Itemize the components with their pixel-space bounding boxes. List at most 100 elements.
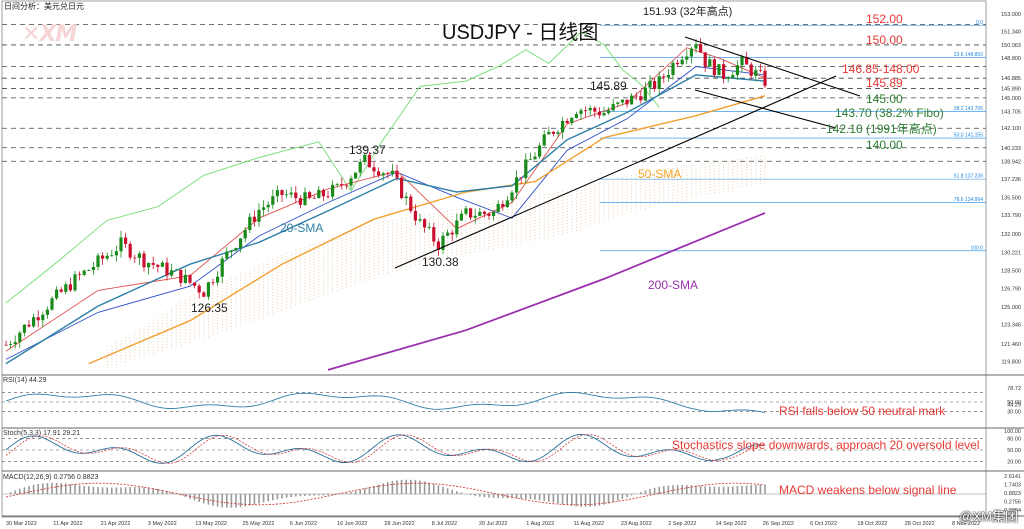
candle-body: [9, 344, 13, 345]
candle-body: [726, 77, 730, 79]
level-146-85-label: 146.85-148.00: [842, 62, 920, 76]
candle-body: [285, 194, 289, 196]
date-tick-label: 13 May 2022: [195, 521, 227, 527]
candle-body: [685, 56, 689, 60]
candle-body: [593, 107, 597, 112]
candle-body: [662, 76, 666, 78]
candle-body: [427, 227, 431, 228]
candle-body: [763, 70, 767, 86]
candle-body: [289, 192, 293, 195]
date-tick-label: 8 Nov 2022: [952, 521, 980, 527]
date-tick-label: 8 Jul 2022: [432, 521, 457, 527]
fib-label: 23.6 148.850: [954, 52, 983, 58]
xm-watermark: @XM集团: [959, 509, 1018, 524]
candle-body: [363, 154, 367, 162]
rsi-panel-label: RSI(14) 44.29: [3, 377, 47, 384]
candle-body: [124, 237, 128, 244]
candle-body: [542, 134, 546, 146]
candle-body: [275, 190, 279, 197]
candlestick-series: [4, 37, 767, 349]
price-tick-label: 130.221: [1001, 251, 1021, 257]
candle-body: [625, 99, 629, 105]
xm-logo: ✕XM: [22, 22, 77, 47]
candle-body: [556, 132, 560, 134]
chikou-span-line: [5, 31, 660, 304]
candle-body: [602, 113, 606, 116]
candle-body: [91, 266, 95, 270]
stoch-tick-label: 50.00: [1007, 448, 1021, 454]
price-axis: 153.000 151.340 150.063 148.800 146.885 145.8…: [1001, 12, 1021, 365]
price-tick-label: 137.236: [1001, 177, 1021, 183]
rsi-tick-label: 44.29: [1007, 403, 1021, 409]
date-tick-label: 6 Oct 2022: [810, 521, 837, 527]
price-tick-label: 121.460: [1001, 342, 1021, 348]
candle-body: [59, 289, 63, 292]
candle-body: [82, 270, 86, 275]
macd-tick-label: -0.2994: [1002, 508, 1021, 514]
candle-body: [225, 251, 229, 259]
candle-body: [377, 171, 381, 176]
rsi-tick-label: 78.72: [1007, 386, 1021, 392]
price-tick-label: 146.885: [1001, 76, 1021, 82]
date-tick-label: 6 Jun 2022: [290, 521, 317, 527]
candle-body: [735, 65, 739, 76]
candle-body: [694, 44, 698, 49]
candle-body: [105, 255, 109, 259]
candle-body: [754, 70, 758, 76]
level-145-89-label: 145.89: [866, 76, 903, 90]
candle-body: [160, 262, 164, 267]
candle-body: [386, 173, 390, 175]
candle-body: [423, 219, 427, 228]
candle-body: [271, 196, 275, 205]
macd-note: MACD weakens below signal line: [779, 483, 957, 497]
fib-label: 61.8 137.236: [954, 174, 983, 180]
candle-body: [252, 216, 256, 222]
date-tick-label: 1 Aug 2022: [526, 521, 554, 527]
level-152-label: 152.00: [866, 12, 903, 26]
macd-tick-label: 2.6141: [1004, 474, 1021, 480]
candle-body: [234, 248, 238, 251]
chart-header-label: 日间分析：美元兑日元: [4, 2, 84, 11]
macd-panel-label: MACD(12,26,9) 0.2756 0.8823: [3, 474, 99, 481]
candle-body: [142, 253, 146, 268]
level-145-label: 145.00: [866, 92, 903, 106]
price-tick-label: 142.100: [1001, 126, 1021, 132]
candle-body: [473, 215, 477, 218]
candle-body: [717, 64, 721, 76]
trendline: [394, 75, 837, 269]
candle-body: [18, 332, 22, 343]
candle-body: [128, 243, 132, 258]
candle-body: [749, 64, 753, 76]
candle-body: [202, 292, 206, 297]
candle-body: [73, 274, 77, 291]
macd-tick-label: 0.2756: [1004, 500, 1021, 506]
level-150-label: 150.00: [866, 33, 903, 47]
candle-body: [570, 117, 574, 124]
candle-body: [703, 52, 707, 67]
candle-body: [528, 159, 532, 161]
macd-signal-line: [5, 482, 766, 506]
candle-body: [565, 120, 569, 124]
candle-body: [303, 192, 307, 205]
candle-body: [4, 344, 8, 346]
price-tick-label: 138.942: [1001, 159, 1021, 165]
candle-body: [524, 159, 528, 179]
candle-body: [45, 309, 49, 315]
candle-body: [211, 282, 215, 284]
candle-body: [165, 262, 169, 276]
rsi-tick-label: 50.00: [1007, 400, 1021, 406]
candle-body: [206, 282, 210, 297]
date-tick-label: 16 Jun 2022: [337, 521, 367, 527]
xm-logo-icon: ✕: [22, 22, 40, 47]
macd-tick-label: 1.7403: [1004, 483, 1021, 489]
level-142-10-label: 142.10 (1991年高点): [826, 122, 937, 136]
sma200-line: [327, 212, 766, 371]
candle-body: [197, 285, 201, 293]
level-143-70-label: 143.70 (38.2% Fibo): [835, 106, 944, 120]
stoch-tick-label: 100.00: [1004, 429, 1021, 435]
candle-body: [147, 263, 151, 268]
candle-body: [671, 62, 675, 75]
candle-body: [510, 192, 514, 201]
candle-body: [151, 263, 155, 265]
sma200-label: 200-SMA: [648, 278, 699, 292]
